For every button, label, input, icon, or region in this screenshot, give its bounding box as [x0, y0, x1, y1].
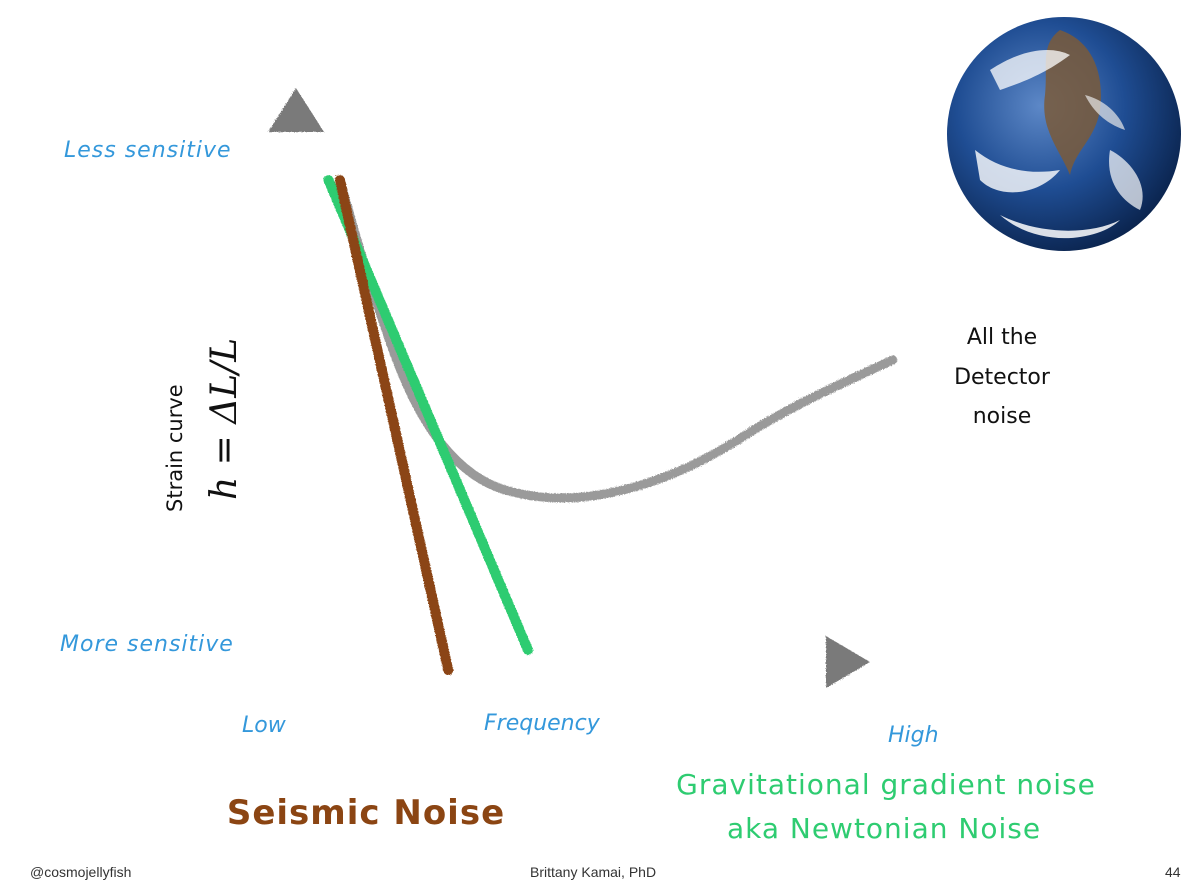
newtonian-noise-label: Gravitational gradient noise aka Newtoni…	[676, 768, 1096, 845]
footer-handle: @cosmojellyfish	[30, 864, 132, 880]
seismic-noise-label: Seismic Noise	[227, 793, 505, 833]
y-tick-label-bottom: More sensitive	[60, 632, 234, 657]
chart-axes	[268, 88, 870, 688]
detector-noise-label-line-2: Detector	[954, 365, 1051, 390]
newtonian-noise-label-line-2: aka Newtonian Noise	[727, 812, 1041, 845]
seismic-noise-line	[334, 175, 454, 675]
y-tick-label-top: Less sensitive	[64, 138, 232, 163]
detector-noise-label-line-3: noise	[973, 404, 1032, 429]
detector-noise-label: All the Detector noise	[954, 325, 1051, 429]
footer-page-number: 44	[1165, 864, 1181, 880]
x-tick-label-high: High	[888, 723, 939, 748]
series-layer	[323, 175, 898, 675]
newtonian-noise-label-line-1: Gravitational gradient noise	[676, 768, 1096, 801]
x-axis-label: Frequency	[484, 711, 601, 736]
detector-noise-curve	[335, 175, 898, 503]
y-axis-label-formula: h = ΔL/L	[204, 338, 245, 500]
y-axis-label-text: Strain curve	[163, 384, 187, 512]
earth-globe-icon	[947, 17, 1181, 251]
x-axis-arrowhead	[826, 636, 870, 688]
y-axis-arrowhead	[268, 88, 324, 132]
detector-noise-label-line-1: All the	[967, 325, 1037, 350]
footer-author: Brittany Kamai, PhD	[530, 864, 657, 880]
x-tick-label-low: Low	[242, 713, 287, 738]
